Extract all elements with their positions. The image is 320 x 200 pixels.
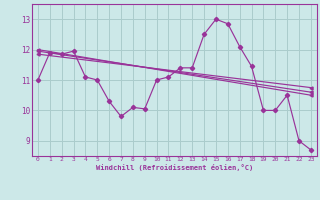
X-axis label: Windchill (Refroidissement éolien,°C): Windchill (Refroidissement éolien,°C) [96, 164, 253, 171]
